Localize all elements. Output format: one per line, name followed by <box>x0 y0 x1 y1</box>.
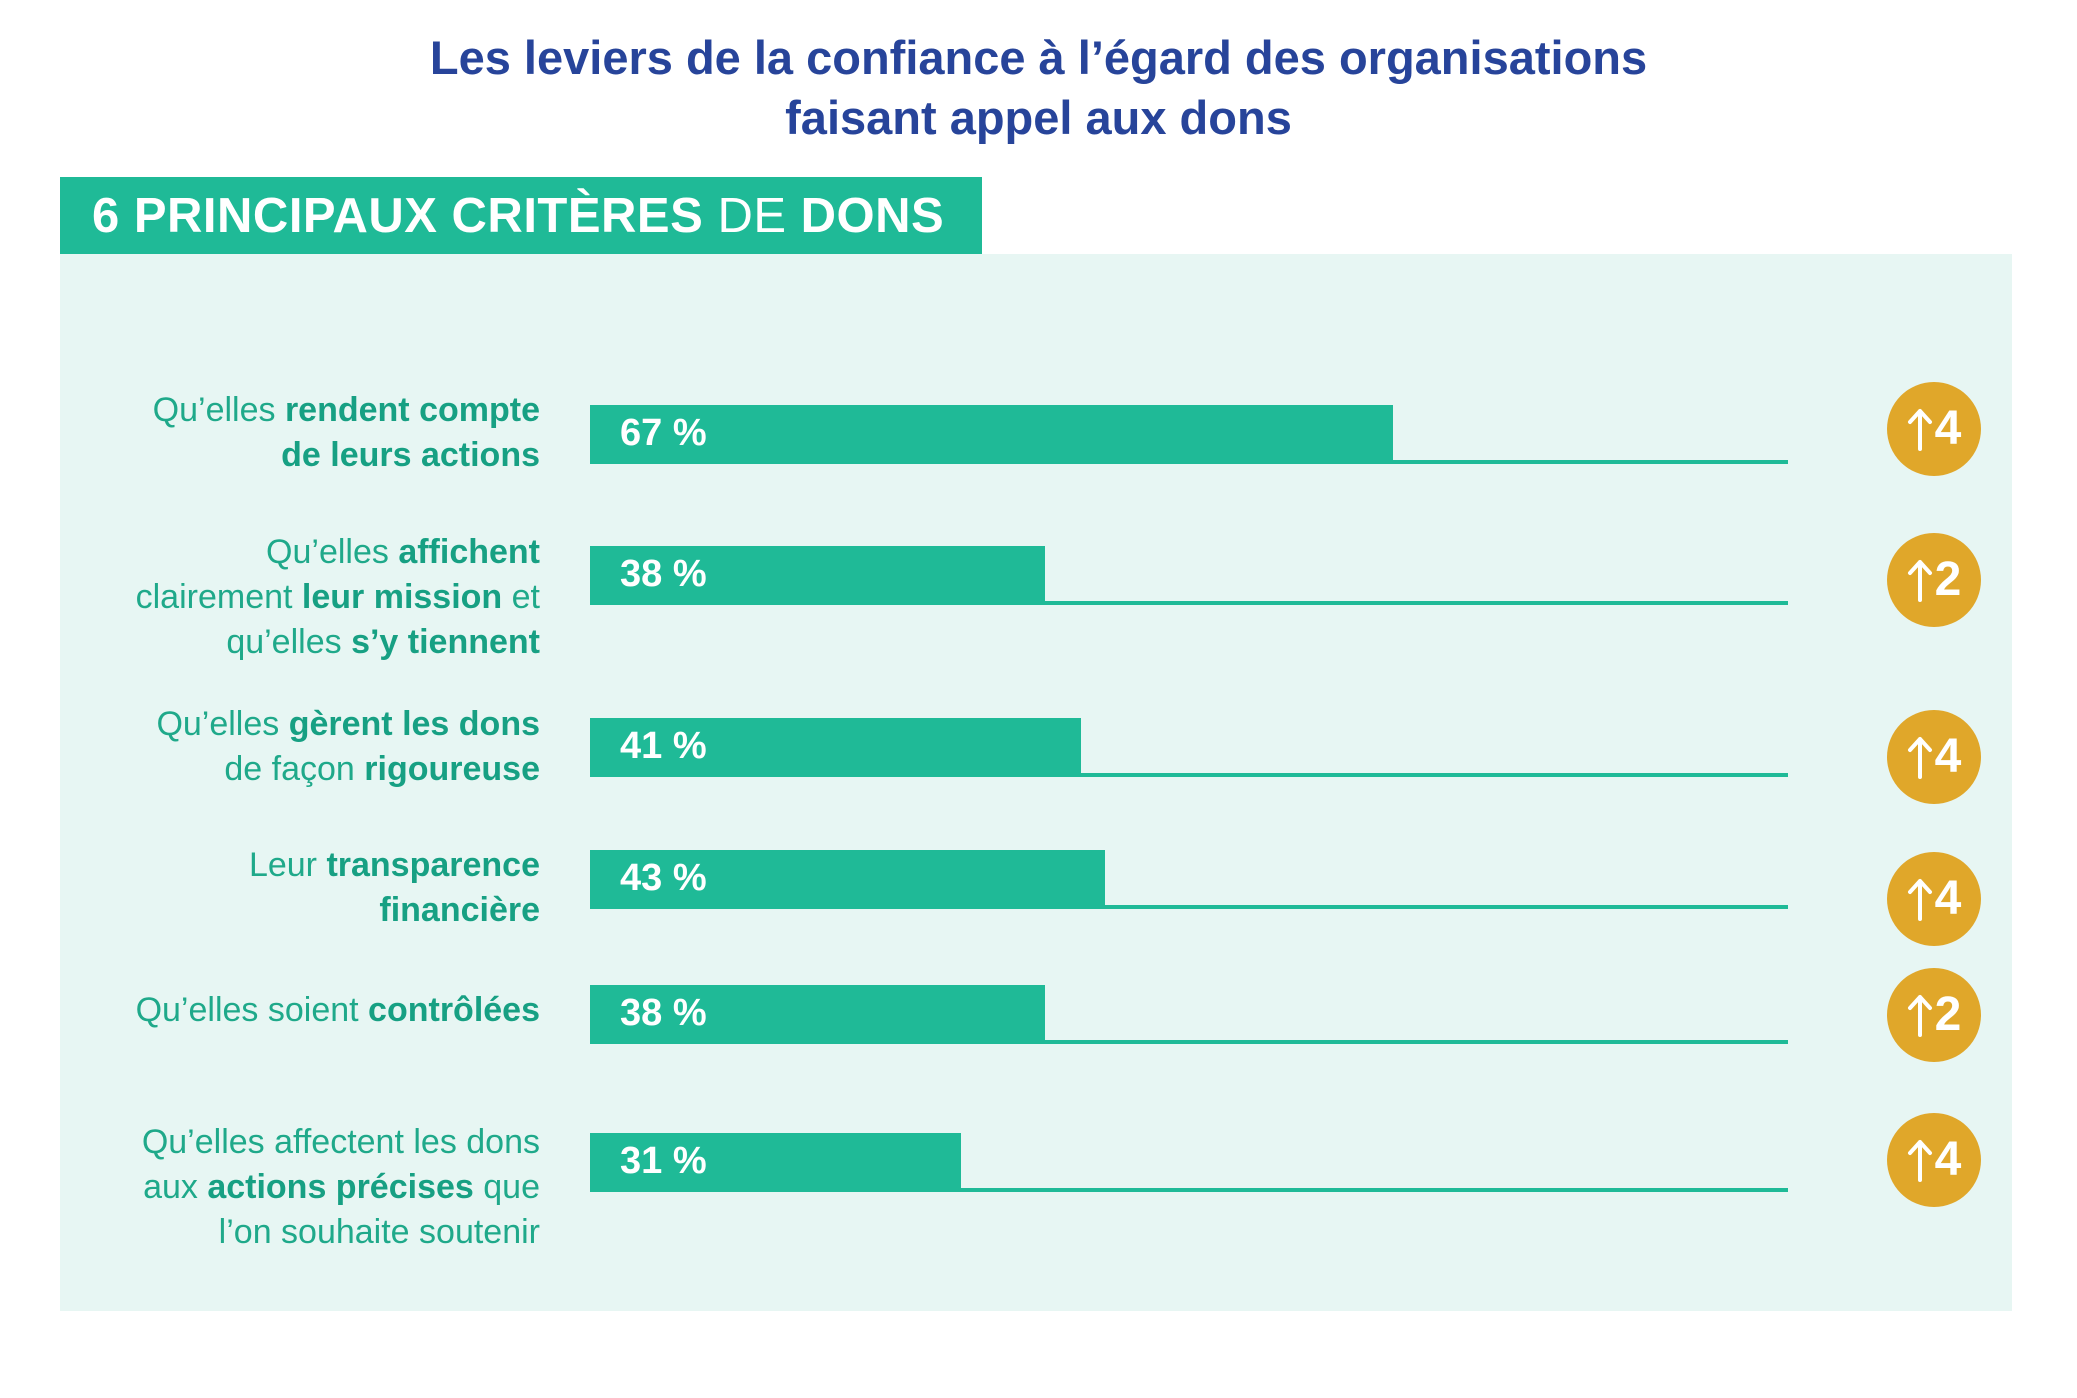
bar-track <box>590 460 1788 464</box>
up-arrow-icon <box>1907 995 1932 1037</box>
label-text: Qu’elles <box>152 391 285 429</box>
chart-title: Les leviers de la confiance à l’égard de… <box>0 28 2077 148</box>
change-badge-value: 4 <box>1934 402 1962 455</box>
change-badge: 4 <box>1887 852 1981 946</box>
category-label-line: financière <box>70 888 540 933</box>
label-text: Qu’elles <box>156 705 289 743</box>
bar-track <box>590 1040 1788 1044</box>
category-label-line: de leurs actions <box>70 433 540 478</box>
label-emphasis: actions précises <box>207 1168 474 1206</box>
label-emphasis: contrôlées <box>368 991 540 1029</box>
label-text: qu’elles <box>226 623 352 661</box>
banner-text-dons: DONS <box>800 188 945 243</box>
category-label-line: aux actions précises que <box>70 1165 540 1210</box>
bar-value-label: 38 % <box>620 553 707 595</box>
category-label: Qu’elles gèrent les dons de façon rigoure… <box>70 702 540 792</box>
bar-track <box>590 1188 1788 1192</box>
category-label-line: clairement leur mission et <box>70 575 540 620</box>
label-text: aux <box>143 1168 208 1206</box>
label-text: Qu’elles <box>266 533 399 571</box>
bar: 41 % <box>590 718 1081 774</box>
up-arrow-icon <box>1907 560 1932 602</box>
up-arrow-icon <box>1907 409 1932 451</box>
category-label-line: Qu’elles affichent <box>70 530 540 575</box>
section-banner: 6 PRINCIPAUX CRITÈRES DE DONS <box>60 177 983 254</box>
category-label-line: Qu’elles affectent les dons <box>70 1120 540 1165</box>
label-emphasis: de leurs actions <box>281 436 540 474</box>
change-badge-value: 4 <box>1934 730 1962 783</box>
bar-value-label: 31 % <box>620 1140 707 1182</box>
bar: 38 % <box>590 985 1045 1041</box>
change-badge-value: 2 <box>1934 988 1962 1041</box>
bar-value-label: 67 % <box>620 412 707 454</box>
banner-text-main: 6 PRINCIPAUX CRITÈRES <box>92 188 704 243</box>
category-label: Leur transparence financière <box>70 843 540 933</box>
bar: 67 % <box>590 405 1393 461</box>
bar-track <box>590 773 1788 777</box>
bar-value-label: 41 % <box>620 725 707 767</box>
title-line-1: Les leviers de la confiance à l’égard de… <box>429 31 1648 84</box>
label-emphasis: rigoureuse <box>364 750 540 788</box>
change-badge-value: 2 <box>1934 553 1962 606</box>
label-emphasis: financière <box>379 891 540 929</box>
change-badge: 4 <box>1887 382 1981 476</box>
bar: 31 % <box>590 1133 961 1189</box>
change-badge-value: 4 <box>1934 872 1962 925</box>
label-text: et <box>502 578 540 616</box>
label-emphasis: rendent compte <box>284 391 540 429</box>
label-emphasis: affichent <box>398 533 540 571</box>
bar-value-label: 43 % <box>620 857 707 899</box>
change-badge: 4 <box>1887 1113 1981 1207</box>
bar: 38 % <box>590 546 1045 602</box>
label-text: Qu’elles affectent les dons <box>141 1123 540 1161</box>
label-emphasis: s’y tiennent <box>351 623 540 661</box>
category-label: Qu’elles rendent compte de leurs actions <box>70 388 540 478</box>
banner-text-de: DE <box>717 188 787 243</box>
category-label-line: qu’elles s’y tiennent <box>70 620 540 665</box>
category-label-line: Qu’elles soient contrôlées <box>70 988 540 1033</box>
label-text: clairement <box>135 578 302 616</box>
up-arrow-icon <box>1907 1140 1932 1182</box>
bar-track <box>590 905 1788 909</box>
label-emphasis: leur mission <box>301 578 503 616</box>
category-label-line: Leur transparence <box>70 843 540 888</box>
label-text: Qu’elles soient <box>135 991 369 1029</box>
change-badge: 2 <box>1887 533 1981 627</box>
category-label: Qu’elles affectent les dons aux actions p… <box>70 1120 540 1255</box>
bar: 43 % <box>590 850 1105 906</box>
bar-value-label: 38 % <box>620 992 707 1034</box>
category-label: Qu’elles soient contrôlées <box>70 988 540 1033</box>
change-badge-value: 4 <box>1934 1133 1962 1186</box>
category-label-line: de façon rigoureuse <box>70 747 540 792</box>
label-text: l’on souhaite soutenir <box>218 1213 540 1251</box>
label-text: de façon <box>224 750 365 788</box>
category-label-line: l’on souhaite soutenir <box>70 1210 540 1255</box>
up-arrow-icon <box>1907 737 1932 779</box>
label-emphasis: gèrent les dons <box>288 705 540 743</box>
title-line-2: faisant appel aux dons <box>785 91 1292 144</box>
up-arrow-icon <box>1907 879 1932 921</box>
change-badge: 4 <box>1887 710 1981 804</box>
category-label-line: Qu’elles gèrent les dons <box>70 702 540 747</box>
change-badge: 2 <box>1887 968 1981 1062</box>
label-emphasis: transparence <box>326 846 540 884</box>
label-text: Leur <box>248 846 327 884</box>
label-text: que <box>473 1168 540 1206</box>
category-label-line: Qu’elles rendent compte <box>70 388 540 433</box>
bar-track <box>590 601 1788 605</box>
category-label: Qu’elles affichent clairement leur missio… <box>70 530 540 665</box>
